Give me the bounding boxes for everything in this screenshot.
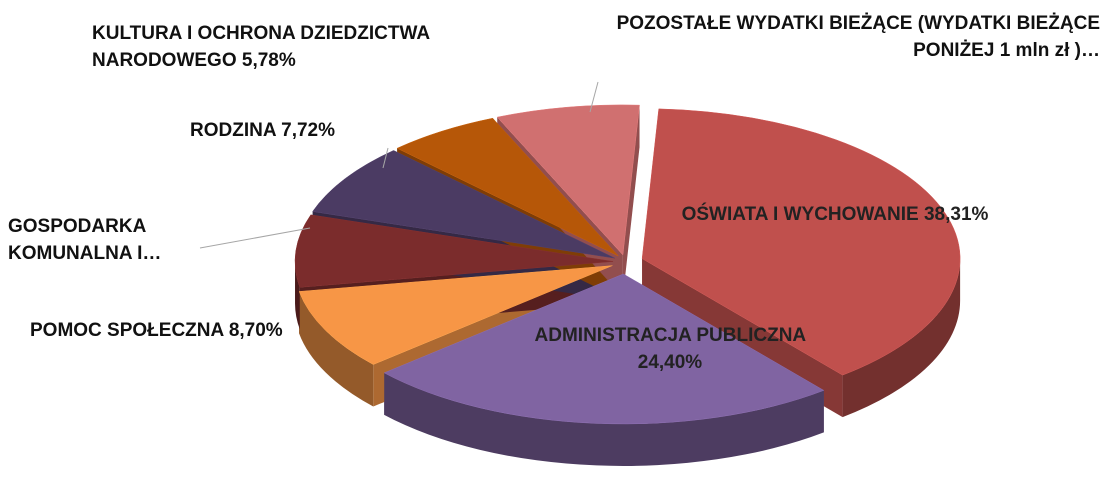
- category-label: RODZINA: [190, 120, 276, 141]
- category-label: OŚWIATA I WYCHOWANIE: [681, 204, 919, 225]
- value-label: 24,40%: [637, 352, 703, 373]
- slice: [383, 273, 825, 425]
- data-label: OŚWIATA I WYCHOWANIE 38,31%: [660, 201, 1010, 228]
- slice-side: [299, 291, 374, 407]
- leader-line: [382, 147, 389, 169]
- slice-face: [622, 105, 640, 297]
- category-label: POZOSTAŁE WYDATKI BIEŻĄCE (WYDATKI BIEŻĄ…: [616, 13, 1100, 61]
- value-label: 38,31%: [923, 204, 989, 225]
- category-label: POMOC SPOŁECZNA: [30, 320, 224, 341]
- slice: [641, 108, 961, 376]
- category-label: ADMINISTRACJA PUBLICZNA: [534, 325, 806, 346]
- data-label: POMOC SPOŁECZNA 8,70%: [30, 317, 305, 344]
- category-label: KULTURA I OCHRONA DZIEDZICTWA NARODOWEGO: [92, 23, 430, 71]
- slice-side: [384, 372, 824, 466]
- data-label: RODZINA 7,72%: [190, 117, 450, 144]
- category-label: GOSPODARKA KOMUNALNA I…: [8, 216, 162, 264]
- data-label: POZOSTAŁE WYDATKI BIEŻĄCE (WYDATKI BIEŻĄ…: [600, 10, 1100, 64]
- tops: [294, 104, 961, 425]
- pie: [294, 104, 961, 466]
- slice: [298, 265, 613, 365]
- slice: [294, 214, 614, 288]
- data-label: ADMINISTRACJA PUBLICZNA 24,40%: [520, 322, 820, 376]
- data-label: KULTURA I OCHRONA DZIEDZICTWA NARODOWEGO…: [92, 20, 542, 74]
- slice-side: [842, 258, 961, 418]
- leader-line: [199, 227, 311, 249]
- slice-side: [295, 261, 300, 330]
- data-label: GOSPODARKA KOMUNALNA I…: [8, 213, 218, 267]
- slice: [496, 104, 640, 256]
- leader-line: [589, 81, 599, 113]
- slice: [312, 150, 615, 259]
- value-label: 5,78%: [241, 50, 296, 71]
- value-label: 7,72%: [281, 120, 335, 141]
- walls: [295, 258, 961, 466]
- value-label: 8,70%: [228, 320, 283, 341]
- slice: [396, 117, 619, 257]
